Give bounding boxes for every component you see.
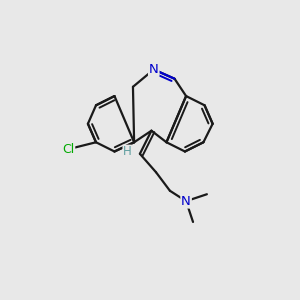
Text: N: N [149,63,159,76]
Text: H: H [123,145,132,158]
Text: N: N [181,195,191,208]
Text: Cl: Cl [62,143,74,156]
